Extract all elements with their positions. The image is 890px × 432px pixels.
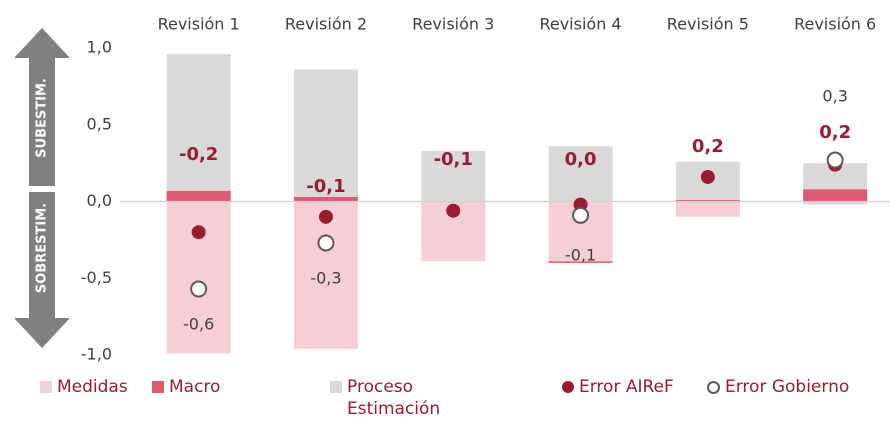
y-tick-label: 1,0 [87, 38, 112, 57]
annotation: SUBESTIM. [35, 78, 50, 158]
data-label: 0,3 [822, 87, 847, 106]
x-tick-label: Revisión 5 [667, 15, 749, 34]
bar-segment [548, 146, 613, 202]
data-label: -0,1 [306, 176, 345, 197]
legend-label: Error AIReF [579, 377, 674, 397]
bar-segment [675, 201, 740, 217]
legend-item: Macro [152, 376, 220, 398]
marker [572, 206, 590, 224]
data-label: 0,2 [692, 136, 724, 157]
legend-item: Medidas [40, 376, 128, 398]
marker [318, 209, 333, 224]
arrow-shaft [29, 192, 55, 296]
data-label: -0,2 [179, 144, 218, 165]
bar-segment [803, 189, 868, 202]
bar-segment [166, 190, 231, 202]
x-tick-label: Revisión 4 [539, 15, 621, 34]
chart: SUBESTIM. SOBRESTIM. -1,0 -0,5 0,0 0,5 1,0 Re… [14, 15, 890, 364]
bar-segment [293, 196, 358, 202]
legend-label: Medidas [57, 377, 128, 397]
legend: Medidas Macro Proceso Estimación Error AIRe… [0, 376, 890, 432]
bar-segment [293, 69, 358, 197]
legend-label: Proceso Estimación [347, 377, 441, 419]
legend-item: Error AIReF [562, 376, 674, 398]
bar-segment [548, 261, 613, 263]
marker [317, 234, 335, 252]
legend-marker [40, 381, 52, 393]
data-label: 0,0 [565, 149, 597, 170]
data-label: 0,2 [819, 122, 851, 143]
annotation: SOBRESTIM. [35, 203, 50, 293]
data-label: -0,1 [434, 149, 473, 170]
marker [190, 280, 208, 298]
legend-item: Error Gobierno [707, 376, 849, 398]
arrow-shaft [29, 56, 55, 186]
x-tick-label: Revisión 1 [158, 15, 240, 34]
y-tick-label: 0,5 [87, 114, 112, 133]
legend-marker [330, 381, 342, 393]
y-tick-label: -0,5 [81, 268, 112, 287]
y-tick-label: -1,0 [81, 345, 112, 364]
bar-segment [421, 150, 486, 202]
data-label: -0,6 [183, 315, 214, 334]
data-label: -0,3 [310, 269, 341, 288]
bar-segment [166, 54, 231, 191]
x-tick-label: Revisión 3 [412, 15, 494, 34]
legend-label: Macro [169, 377, 221, 397]
y-tick-label: 0,0 [87, 191, 112, 210]
bar-segment [675, 199, 740, 202]
marker [446, 203, 461, 218]
marker [191, 225, 206, 240]
x-tick-label: Revisión 2 [285, 15, 367, 34]
legend-marker [152, 381, 164, 393]
arrow-down [14, 294, 70, 348]
marker [700, 169, 715, 184]
legend-label: Error Gobierno [725, 377, 850, 397]
data-label: -0,1 [565, 246, 596, 265]
bar-segment [293, 201, 358, 349]
x-tick-label: Revisión 6 [794, 15, 876, 34]
legend-item: Proceso Estimación [330, 376, 477, 420]
bar-segment [803, 201, 868, 205]
legend-marker [562, 381, 574, 393]
marker [826, 151, 844, 169]
legend-marker [707, 381, 720, 394]
